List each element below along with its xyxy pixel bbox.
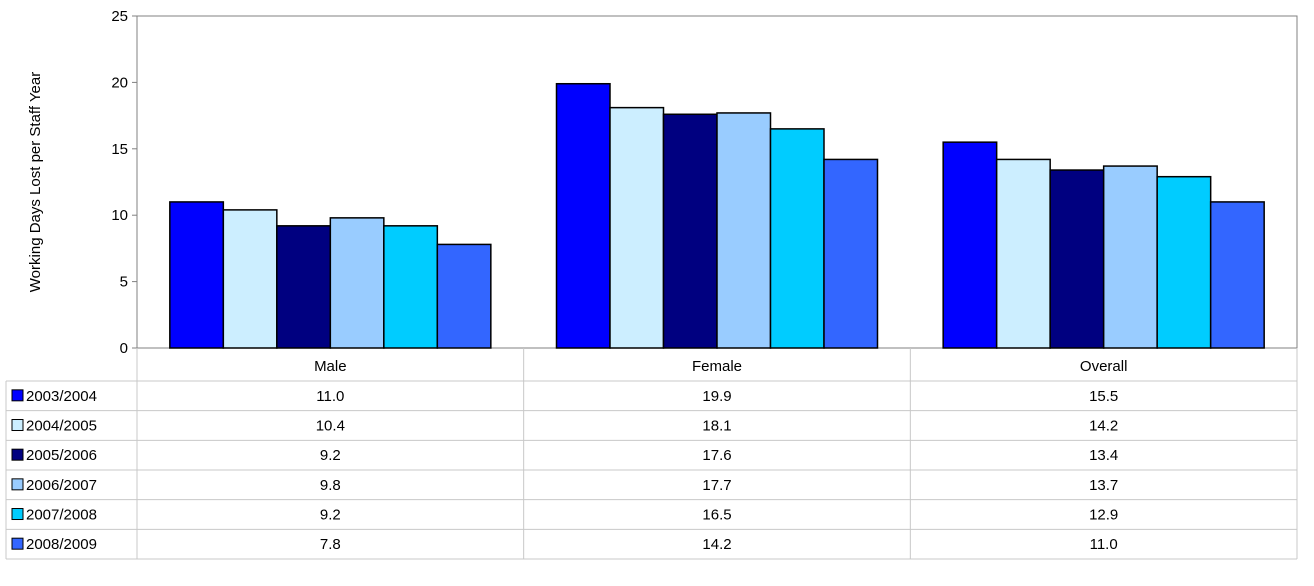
- data-label: 12.9: [1089, 507, 1118, 524]
- bar: [329, 217, 385, 349]
- data-label: 9.8: [320, 477, 341, 494]
- bar: [662, 113, 718, 349]
- legend-label: 2006/2007: [26, 477, 97, 494]
- bar: [1156, 175, 1212, 349]
- legend-swatch: [11, 419, 24, 432]
- data-label: 14.2: [702, 536, 731, 553]
- data-label: 9.2: [320, 447, 341, 464]
- bar: [942, 141, 998, 349]
- data-label: 17.7: [702, 477, 731, 494]
- bar: [436, 243, 492, 349]
- y-axis-title-group: Working Days Lost per Staff Year: [27, 72, 44, 292]
- bar: [1209, 201, 1265, 349]
- category-label: Female: [692, 358, 742, 375]
- data-label: 17.6: [702, 447, 731, 464]
- y-tick-label: 5: [120, 274, 128, 291]
- data-label: 15.5: [1089, 388, 1118, 405]
- legend-label: 2007/2008: [26, 507, 97, 524]
- data-label: 18.1: [702, 418, 731, 435]
- legend-swatch: [11, 448, 24, 461]
- bar: [276, 225, 332, 349]
- category-label: Male: [314, 358, 347, 375]
- y-axis: 0 5 10 15 20 25: [111, 8, 137, 357]
- y-tick-label: 0: [120, 340, 128, 357]
- data-label: 19.9: [702, 388, 731, 405]
- data-label: 13.7: [1089, 477, 1118, 494]
- data-label: 11.0: [316, 388, 344, 405]
- legend-swatch: [11, 508, 24, 521]
- y-tick-label: 15: [111, 141, 128, 158]
- legend-swatch: [11, 537, 24, 550]
- data-label: 16.5: [702, 507, 731, 524]
- bar: [1102, 165, 1158, 349]
- bar: [609, 106, 665, 349]
- legend-swatch: [11, 389, 24, 402]
- legend-label: 2004/2005: [26, 418, 97, 435]
- category-label: Overall: [1080, 358, 1128, 375]
- data-label: 9.2: [320, 507, 341, 524]
- legend-swatch: [11, 478, 24, 491]
- bar: [555, 82, 611, 349]
- data-label: 10.4: [316, 418, 345, 435]
- bar: [769, 128, 825, 349]
- y-tick-label: 25: [111, 8, 128, 25]
- data-label: 14.2: [1089, 418, 1118, 435]
- legend-label: 2005/2006: [26, 447, 97, 464]
- y-tick-label: 20: [111, 74, 128, 91]
- bar: [169, 201, 225, 349]
- bar: [716, 112, 772, 349]
- data-table: Male Female Overall 2003/2004 11.0 19.9 15.5 20…: [5, 348, 1298, 560]
- legend-label: 2003/2004: [26, 388, 97, 405]
- bar: [1049, 169, 1105, 349]
- bar: [823, 158, 879, 349]
- legend-label: 2008/2009: [26, 536, 97, 553]
- data-label: 13.4: [1089, 447, 1118, 464]
- bar: [383, 225, 439, 349]
- data-label: 11.0: [1090, 536, 1118, 553]
- y-axis-title: Working Days Lost per Staff Year: [27, 72, 44, 292]
- bars: [169, 82, 1265, 349]
- bar: [995, 158, 1051, 349]
- data-label: 7.8: [320, 536, 341, 553]
- y-tick-label: 10: [111, 207, 128, 224]
- bar: [222, 209, 278, 349]
